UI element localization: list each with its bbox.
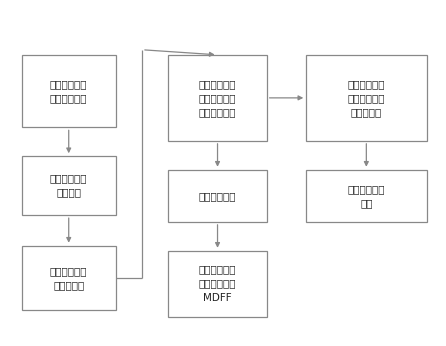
Bar [22,156,116,215]
Bar [168,55,267,141]
Text: 计算车辆水平
位移: 计算车辆水平 位移 [347,184,385,208]
Bar [22,55,116,127]
Bar [306,170,426,222]
Text: 差分计算加速
度时间曲线: 差分计算加速 度时间曲线 [50,266,87,290]
Bar [168,170,267,222]
Text: 计算充分发出
的平均减速度
MDFF: 计算充分发出 的平均减速度 MDFF [199,265,236,303]
Bar [306,55,426,141]
Bar [22,246,116,310]
Text: 寻找加速度最
小时刻并回溯
寻找刹车时刻: 寻找加速度最 小时刻并回溯 寻找刹车时刻 [199,79,236,117]
Bar [168,251,267,317]
Text: 差分计算速度
时间曲线: 差分计算速度 时间曲线 [50,174,87,198]
Text: 计算刹车距离: 计算刹车距离 [199,191,236,201]
Text: 采集数据绘制
距离时间曲线: 采集数据绘制 距离时间曲线 [50,79,87,103]
Text: 寻找到刹车时
刻至停车时刻
的图片序列: 寻找到刹车时 刻至停车时刻 的图片序列 [347,79,385,117]
